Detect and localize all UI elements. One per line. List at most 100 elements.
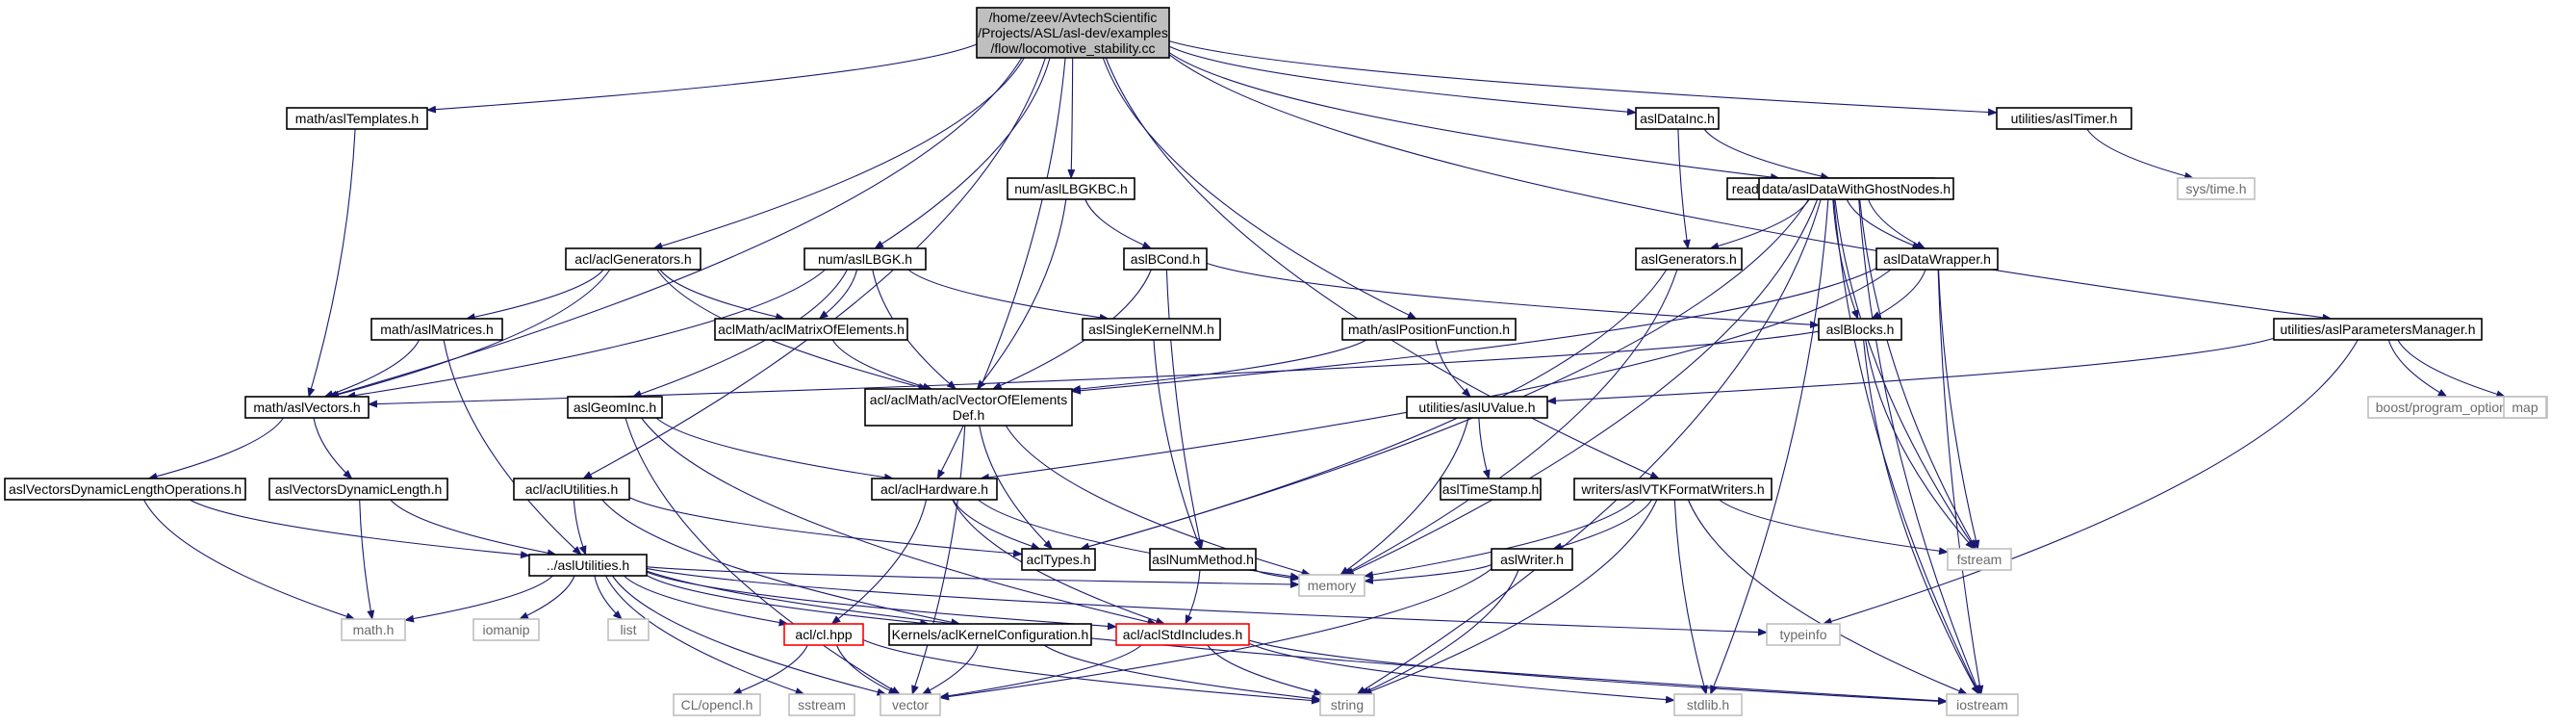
edge-math_aslVectors-to-aslVectorsDynamicLengthOperations xyxy=(147,417,284,480)
edge-acl_aclGenerators-to-aclMath_aclMatrixOfElements xyxy=(659,269,786,321)
node-aslGeomInc[interactable]: aslGeomInc.h xyxy=(567,396,663,419)
node-vector: vector xyxy=(880,693,941,716)
node-num_aslLBGK[interactable]: num/aslLBGK.h xyxy=(803,247,927,271)
node-label-aslBlocks: aslBlocks.h xyxy=(1826,322,1895,337)
node-acl_aclGenerators[interactable]: acl/aclGenerators.h xyxy=(565,247,701,271)
node-box-data_aslDataWithGhostNodes xyxy=(1758,177,1954,200)
node-aslVectorsDynamicLength[interactable]: aslVectorsDynamicLength.h xyxy=(268,478,448,501)
node-root[interactable]: /home/zeev/AvtechScientific/Projects/ASL… xyxy=(976,7,1170,59)
node-box-iostream xyxy=(1946,693,2019,716)
edge-acl_aclUtilities-to-aslUtilities xyxy=(573,499,587,556)
edge-acl_aclHardware-to-acl_cl_hpp xyxy=(830,499,928,625)
node-box-Kernels_aclKernelConfiguration xyxy=(888,623,1092,646)
edge-acl_aclHardware-to-aclTypes xyxy=(952,499,1041,550)
node-box-acl_cl_hpp xyxy=(783,623,864,646)
node-iomanip: iomanip xyxy=(472,618,540,641)
node-math_aslPositionFunction[interactable]: math/aslPositionFunction.h xyxy=(1341,318,1517,341)
node-data_aslDataWithGhostNodes[interactable]: data/aslDataWithGhostNodes.h xyxy=(1758,177,1954,200)
edge-aslGenerators-to-memory xyxy=(1342,269,1678,576)
node-aslNumMethod[interactable]: aslNumMethod.h xyxy=(1149,548,1257,571)
node-box-aslDataInc xyxy=(1635,107,1720,130)
edge-readers_aslVTKFormatReaders-to-string xyxy=(1356,198,1822,695)
node-typeinfo: typeinfo xyxy=(1766,623,1841,646)
node-aslSingleKernelNM[interactable]: aslSingleKernelNM.h xyxy=(1082,318,1221,341)
edge-aslSingleKernelNM-to-aslNumMethod xyxy=(1153,339,1202,550)
node-aslWriter[interactable]: aslWriter.h xyxy=(1491,548,1573,571)
edge-data_aslDataWithGhostNodes-to-aslDataWrapper xyxy=(1868,198,1926,249)
node-Kernels_aclKernelConfiguration[interactable]: Kernels/aclKernelConfiguration.h xyxy=(888,623,1092,646)
node-writers_aslVTKFormatWriters[interactable]: writers/aslVTKFormatWriters.h xyxy=(1573,478,1773,501)
node-boost_program_options: boost/program_options.hpp xyxy=(2367,396,2548,419)
edge-aslBlocks-to-math_aslVectors xyxy=(368,330,1820,408)
edge-aslDataWrapper-to-iostream xyxy=(1937,269,1984,695)
edge-aslGeomInc-to-acl_aclHardware xyxy=(655,417,895,481)
node-aslBlocks[interactable]: aslBlocks.h xyxy=(1818,318,1902,341)
node-acl_cl_hpp[interactable]: acl/cl.hpp xyxy=(783,623,864,646)
node-acl_aclUtilities[interactable]: acl/aclUtilities.h xyxy=(513,478,630,501)
edge-aslUtilities-to-math_h xyxy=(404,575,553,623)
node-utilities_aslParametersManager[interactable]: utilities/aslParametersManager.h xyxy=(2273,318,2483,341)
node-utilities_aslUValue[interactable]: utilities/aslUValue.h xyxy=(1406,396,1548,419)
edge-acl_cl_hpp-to-CL_opencl xyxy=(731,644,808,695)
edge-data_aslDataWithGhostNodes-to-fstream xyxy=(1859,198,1977,550)
edge-root-to-readers_aslVTKFormatReaders xyxy=(1168,52,1781,181)
node-aclMath_aclMatrixOfElements[interactable]: aclMath/aclMatrixOfElements.h xyxy=(714,318,908,341)
node-acl_aclHardware[interactable]: acl/aclHardware.h xyxy=(871,478,998,501)
edge-aslGeomInc-to-vector xyxy=(625,417,901,695)
node-aclTypes[interactable]: aclTypes.h xyxy=(1021,548,1096,571)
edge-root-to-acl_aclGenerators xyxy=(652,57,1025,250)
edge-aslVectorsDynamicLengthOperations-to-aslUtilities xyxy=(189,499,530,559)
node-box-aslWriter xyxy=(1491,548,1573,571)
edge-num_aslLBGKBC-to-aslBCond xyxy=(1084,198,1153,249)
node-label-iostream: iostream xyxy=(1956,697,2008,712)
node-box-writers_aslVTKFormatWriters xyxy=(1573,478,1773,501)
node-box-acl_aclStdIncludes xyxy=(1115,623,1250,646)
node-box-aslTimeStamp xyxy=(1440,478,1542,501)
node-math_aslTemplates[interactable]: math/aslTemplates.h xyxy=(286,107,428,130)
node-acl_aclStdIncludes[interactable]: acl/aclStdIncludes.h xyxy=(1115,623,1250,646)
node-aslVectorsDynamicLengthOperations[interactable]: aslVectorsDynamicLengthOperations.h xyxy=(4,478,246,501)
node-box-boost_program_options xyxy=(2367,396,2548,419)
node-aslUtilities[interactable]: ../aslUtilities.h xyxy=(528,554,648,577)
node-box-aslBlocks xyxy=(1818,318,1902,341)
edge-acl_aclGenerators-to-math_aslMatrices xyxy=(465,269,604,322)
edge-writers_aslVTKFormatWriters-to-iostream xyxy=(1687,499,1969,695)
node-num_aslLBGKBC[interactable]: num/aslLBGKBC.h xyxy=(1007,177,1135,200)
node-label-utilities_aslUValue: utilities/aslUValue.h xyxy=(1418,400,1535,415)
edge-math_aslMatrices-to-math_aslVectors xyxy=(323,339,421,398)
node-label-math_aslVectors: math/aslVectors.h xyxy=(253,400,360,415)
edge-math_aslMatrices-to-aslUtilities xyxy=(443,339,582,556)
edge-aslWriter-to-vector xyxy=(939,568,1492,701)
edge-aclMath_aclMatrixOfElements-to-aclVectorOfElementsDef xyxy=(831,339,933,391)
edge-acl_aclStdIncludes-to-stdlib_h xyxy=(1248,642,1675,704)
node-aslGenerators[interactable]: aslGenerators.h xyxy=(1635,247,1743,271)
node-label-root: /home/zeev/AvtechScientific xyxy=(989,10,1158,25)
node-label-data_aslDataWithGhostNodes: data/aslDataWithGhostNodes.h xyxy=(1762,181,1951,196)
edge-aclVectorOfElementsDef-to-vector xyxy=(911,425,966,695)
node-box-sstream xyxy=(788,693,855,716)
node-math_aslMatrices[interactable]: math/aslMatrices.h xyxy=(370,318,503,341)
node-aslTimeStamp[interactable]: aslTimeStamp.h xyxy=(1440,478,1542,501)
node-box-aclVectorOfElementsDef xyxy=(864,388,1073,427)
node-label-aslTimeStamp: aslTimeStamp.h xyxy=(1442,481,1540,497)
node-label-aslGeomInc: aslGeomInc.h xyxy=(574,400,656,415)
node-box-acl_aclHardware xyxy=(871,478,998,501)
edge-aslUtilities-to-iomanip xyxy=(519,575,575,620)
node-math_aslVectors[interactable]: math/aslVectors.h xyxy=(244,396,370,419)
node-stdlib_h: stdlib.h xyxy=(1673,693,1743,716)
node-aslDataInc[interactable]: aslDataInc.h xyxy=(1635,107,1720,130)
node-box-aslGenerators xyxy=(1635,247,1743,271)
edge-root-to-num_aslLBGKBC xyxy=(1067,57,1076,179)
node-utilities_aslTimer[interactable]: utilities/aslTimer.h xyxy=(1996,107,2132,130)
node-label-list: list xyxy=(620,622,636,637)
node-box-aslUtilities xyxy=(528,554,648,577)
node-aslBCond[interactable]: aslBCond.h xyxy=(1123,247,1208,271)
node-aslDataWrapper[interactable]: aslDataWrapper.h xyxy=(1875,247,1999,271)
edge-root-to-math_aslPositionFunction xyxy=(1102,57,1417,320)
node-box-utilities_aslTimer xyxy=(1996,107,2132,130)
node-label-map: map xyxy=(2512,400,2538,415)
edge-readers_aslVTKFormatReaders-to-stdlib_h xyxy=(1710,198,1829,695)
node-label-aslVectorsDynamicLength: aslVectorsDynamicLength.h xyxy=(275,481,443,497)
edge-aslWriter-to-string xyxy=(1360,569,1519,695)
